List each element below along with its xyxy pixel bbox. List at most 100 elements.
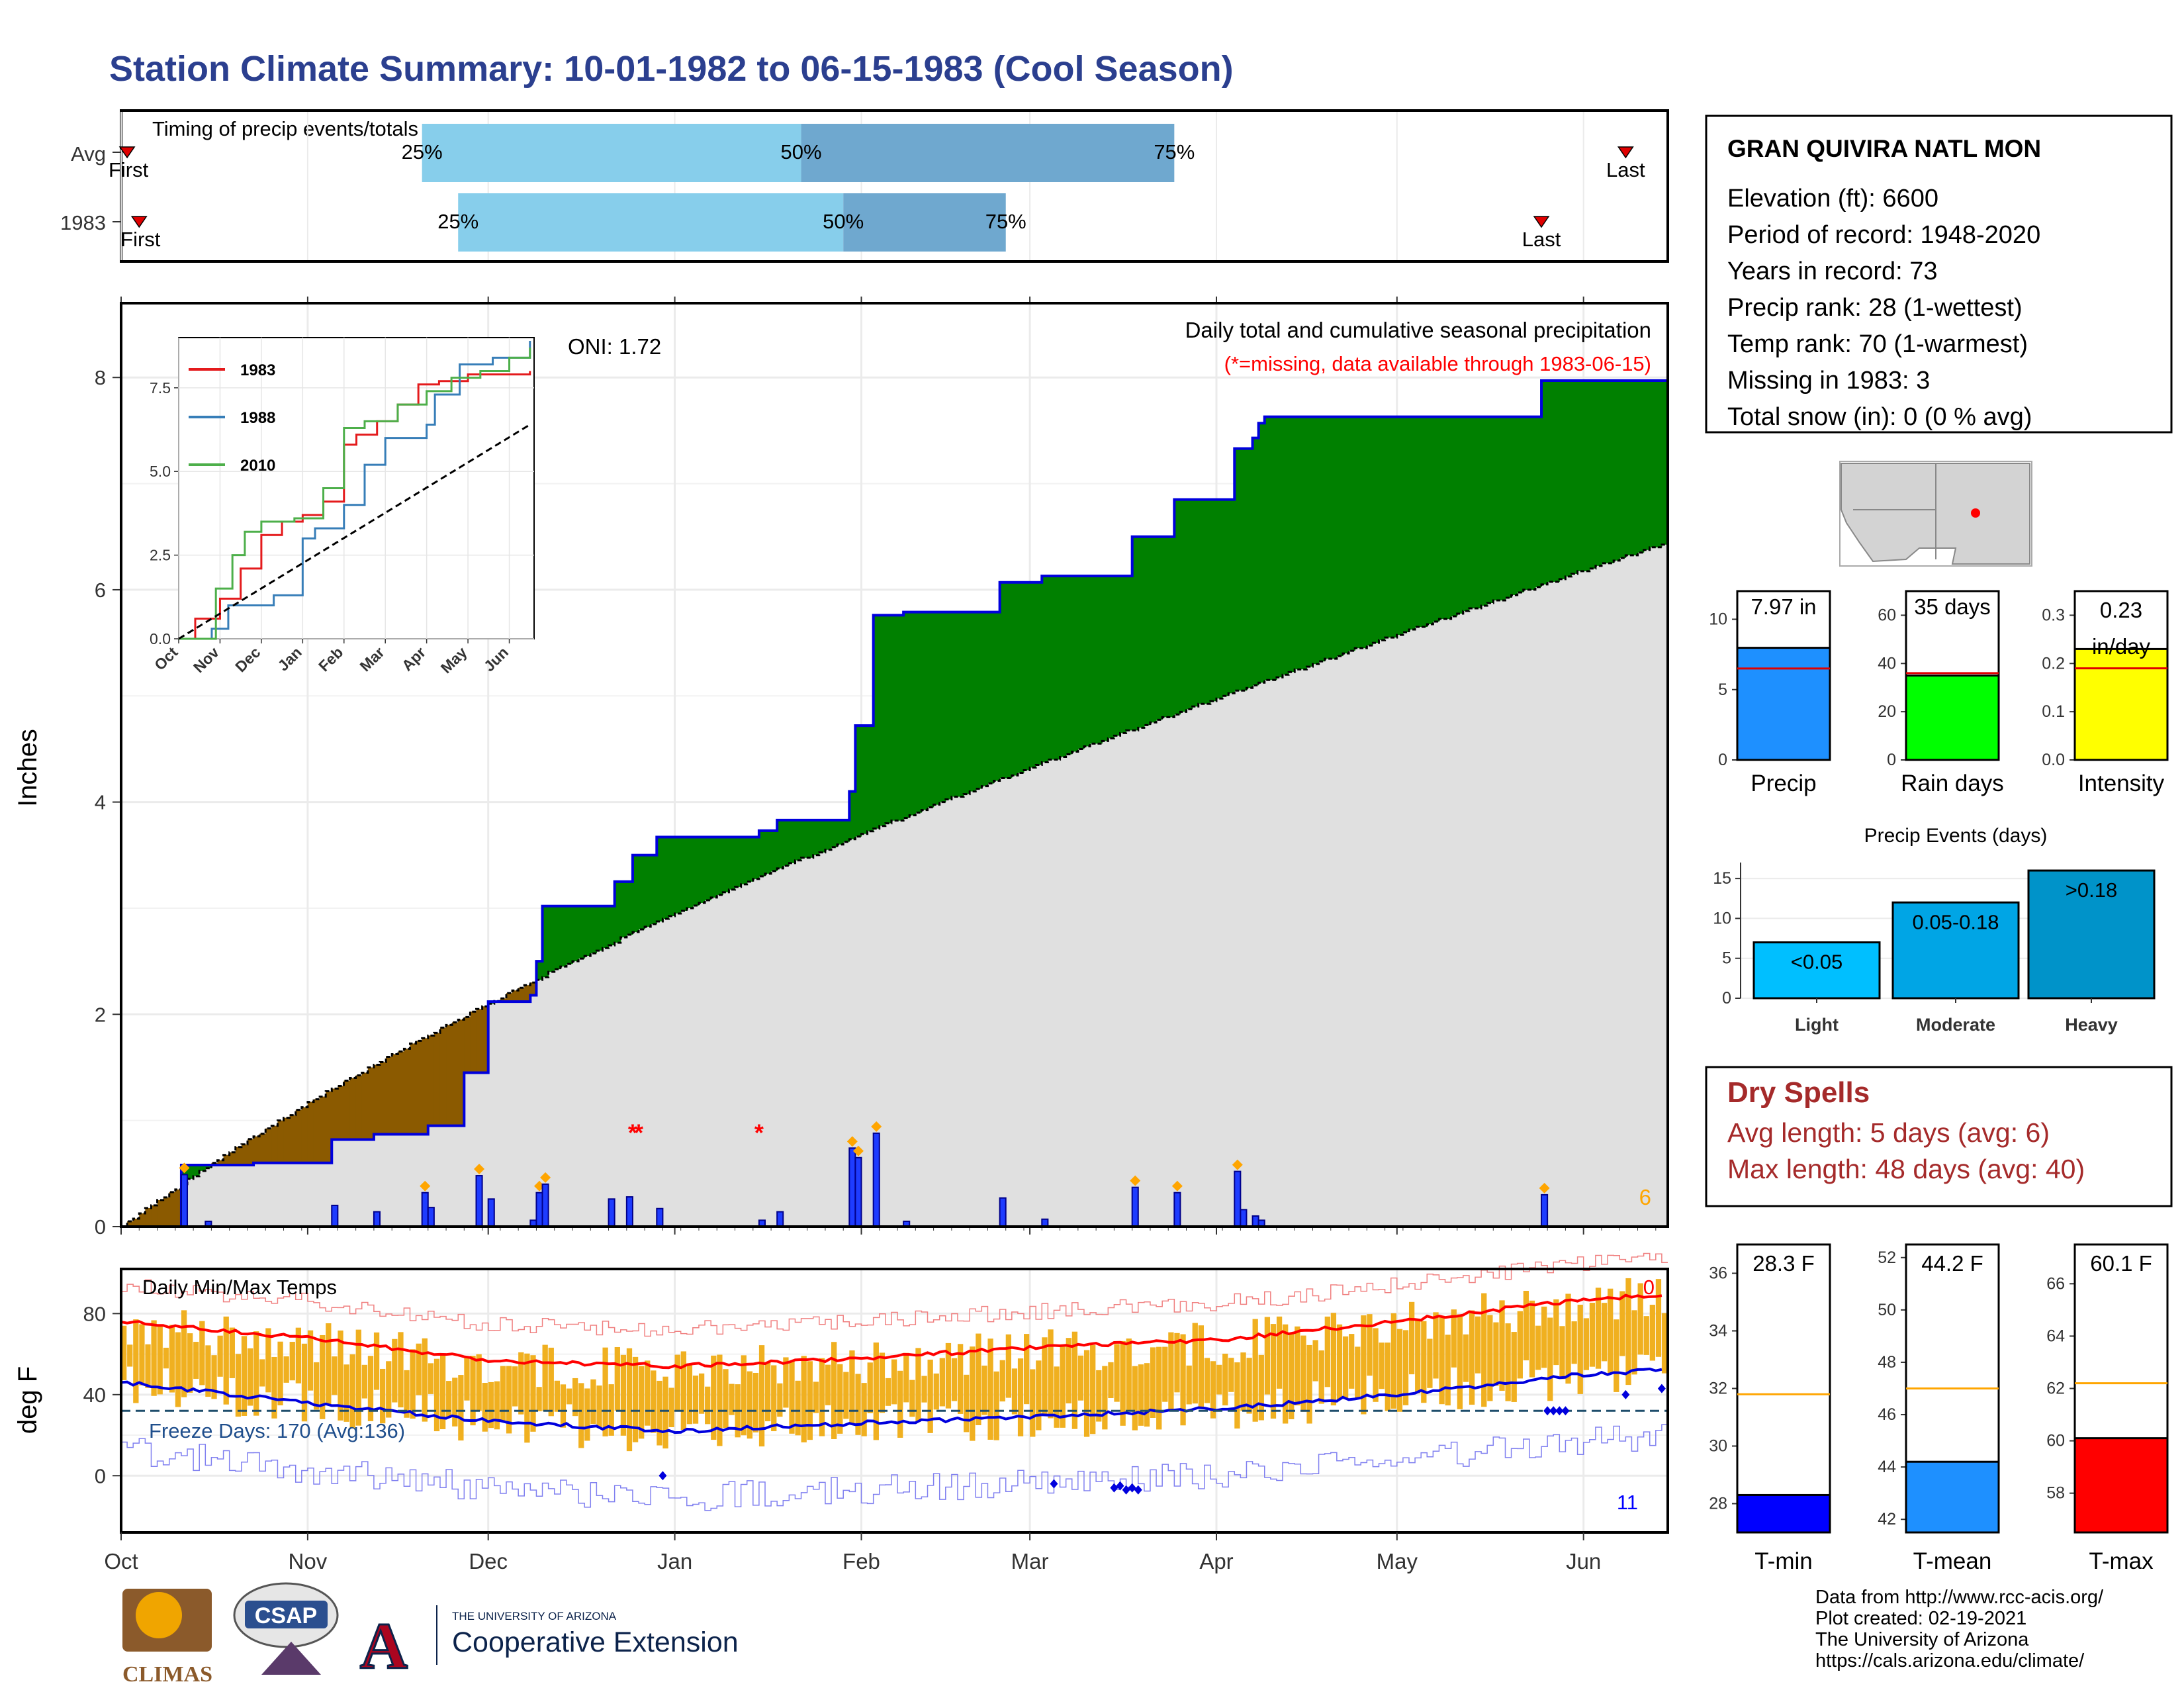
surplus-area-segment bbox=[741, 837, 748, 884]
surplus-area-segment bbox=[645, 855, 651, 927]
daily-temp-range-bar bbox=[915, 1348, 921, 1422]
first-event-marker bbox=[118, 146, 136, 159]
deficit-area-segment bbox=[157, 1199, 164, 1227]
surplus-area-segment bbox=[903, 612, 910, 818]
surplus-area-segment bbox=[698, 837, 705, 903]
summary-ytick-label: 0.3 bbox=[2042, 606, 2065, 624]
daily-temp-range-bar bbox=[1289, 1333, 1295, 1419]
daily-temp-range-bar bbox=[1048, 1329, 1054, 1419]
station-elevation: Elevation (ft): 6600 bbox=[1727, 185, 1938, 212]
deficit-area-segment bbox=[452, 1022, 459, 1126]
deficit-area-segment bbox=[367, 1067, 375, 1140]
deficit-area-segment bbox=[458, 1019, 465, 1126]
surplus-area-segment bbox=[1439, 416, 1446, 620]
daily-precip-bar bbox=[848, 1147, 856, 1228]
surplus-area-segment bbox=[578, 906, 585, 959]
surplus-area-segment bbox=[939, 612, 946, 802]
daily-temp-range-bar bbox=[1258, 1354, 1264, 1421]
temp-summary-ytick-label: 42 bbox=[1878, 1510, 1896, 1528]
daily-temp-range-bar bbox=[205, 1345, 211, 1397]
summary-bar bbox=[1736, 647, 1831, 761]
month-axis-label: Jun bbox=[1566, 1549, 1601, 1573]
daily-temp-range-bar bbox=[1336, 1324, 1343, 1400]
temperature-bar-charts: 28 30 32 34 36 28.3 F T-min 42 44 46 48 50 52 44.2 F T… bbox=[1709, 1243, 2169, 1574]
daily-temp-range-bar bbox=[981, 1365, 987, 1415]
deficit-area-segment bbox=[476, 1009, 483, 1073]
daily-temp-range-bar bbox=[771, 1365, 777, 1432]
deficit-area-segment bbox=[277, 1120, 285, 1163]
daily-temp-range-bar bbox=[1150, 1347, 1156, 1419]
surplus-area-segment bbox=[1655, 381, 1662, 547]
station-info-box: GRAN QUIVIRA NATL MON Elevation (ft): 66… bbox=[1705, 115, 2173, 434]
surplus-area-segment bbox=[1342, 416, 1349, 654]
events-ytick-label: 15 bbox=[1713, 869, 1731, 888]
daily-precip-bar bbox=[331, 1204, 339, 1227]
daily-temp-range-bar bbox=[1024, 1334, 1030, 1405]
surplus-area-segment bbox=[981, 612, 989, 786]
surplus-area-segment bbox=[837, 820, 844, 845]
daily-temp-range-bar bbox=[1060, 1344, 1066, 1428]
daily-temp-range-bar bbox=[602, 1347, 608, 1436]
surplus-area-segment bbox=[1421, 416, 1428, 628]
first-event-marker bbox=[130, 216, 148, 228]
daily-temp-range-bar bbox=[566, 1388, 572, 1405]
surplus-area-segment bbox=[1306, 416, 1314, 667]
station-missing: Missing in 1983: 3 bbox=[1727, 367, 1930, 395]
surplus-area-segment bbox=[1481, 416, 1488, 606]
ua-logo-a: A bbox=[360, 1609, 408, 1683]
daily-temp-range-bar bbox=[1427, 1338, 1433, 1388]
surplus-area-segment bbox=[1583, 381, 1590, 571]
inset-frame bbox=[178, 337, 535, 639]
daily-temp-range-bar bbox=[133, 1319, 139, 1403]
ua-logo-university: THE UNIVERSITY OF ARIZONA bbox=[452, 1610, 617, 1622]
record-low-marker bbox=[1050, 1479, 1058, 1489]
daily-precip-bar bbox=[541, 1183, 549, 1227]
daily-temp-range-bar bbox=[1054, 1366, 1060, 1428]
surplus-area-segment bbox=[1060, 576, 1067, 757]
daily-temp-range-bar bbox=[259, 1359, 265, 1387]
heavy-event-marker bbox=[1232, 1159, 1243, 1170]
daily-temp-range-bar bbox=[1577, 1304, 1583, 1394]
deficit-area-segment bbox=[301, 1107, 308, 1163]
summary-ytick-label: 0 bbox=[1718, 751, 1727, 769]
deficit-area-segment bbox=[259, 1133, 266, 1163]
daily-temp-range-bar bbox=[1102, 1366, 1108, 1430]
daily-temp-range-bar bbox=[223, 1316, 229, 1405]
surplus-area-segment bbox=[1505, 416, 1512, 598]
surplus-area-segment bbox=[849, 791, 856, 839]
daily-temp-range-bar bbox=[987, 1338, 993, 1440]
surplus-area-segment bbox=[1005, 582, 1013, 778]
daily-temp-range-bar bbox=[392, 1338, 398, 1403]
deficit-area-segment bbox=[229, 1152, 236, 1165]
inset-series-line bbox=[179, 341, 531, 640]
surplus-area-segment bbox=[855, 726, 862, 837]
daily-temp-range-bar bbox=[1415, 1319, 1421, 1393]
dry-spells-title: Dry Spells bbox=[1727, 1076, 1870, 1109]
month-axis-label: Dec bbox=[469, 1549, 508, 1573]
daily-temp-range-bar bbox=[723, 1369, 729, 1428]
daily-temp-range-bar bbox=[548, 1347, 554, 1417]
daily-temp-range-bar bbox=[1385, 1342, 1390, 1411]
temp-frame-outline bbox=[120, 1268, 1669, 1534]
surplus-area-segment bbox=[639, 855, 645, 930]
daily-temp-range-bar bbox=[596, 1385, 602, 1428]
surplus-area-segment bbox=[987, 612, 995, 784]
daily-temp-range-bar bbox=[1421, 1321, 1427, 1403]
inset-series-line bbox=[179, 348, 531, 640]
temp-summary-ytick-label: 36 bbox=[1709, 1264, 1727, 1283]
deficit-area-segment bbox=[139, 1213, 146, 1227]
summary-ytick-label: 0.0 bbox=[2042, 751, 2065, 769]
csap-logo-badge bbox=[245, 1601, 328, 1628]
deficit-area-segment bbox=[235, 1147, 242, 1165]
deficit-area-segment bbox=[338, 1086, 345, 1140]
surplus-area-segment bbox=[1541, 381, 1548, 585]
deficit-area-segment bbox=[349, 1078, 357, 1140]
deficit-area-segment bbox=[500, 998, 507, 1002]
surplus-area-segment bbox=[1036, 582, 1042, 765]
record-low-marker bbox=[1134, 1485, 1142, 1495]
daily-temp-range-bar bbox=[909, 1380, 915, 1417]
surplus-area-segment bbox=[1024, 582, 1030, 771]
deficit-area-segment bbox=[271, 1125, 279, 1163]
surplus-area-segment bbox=[819, 820, 826, 853]
